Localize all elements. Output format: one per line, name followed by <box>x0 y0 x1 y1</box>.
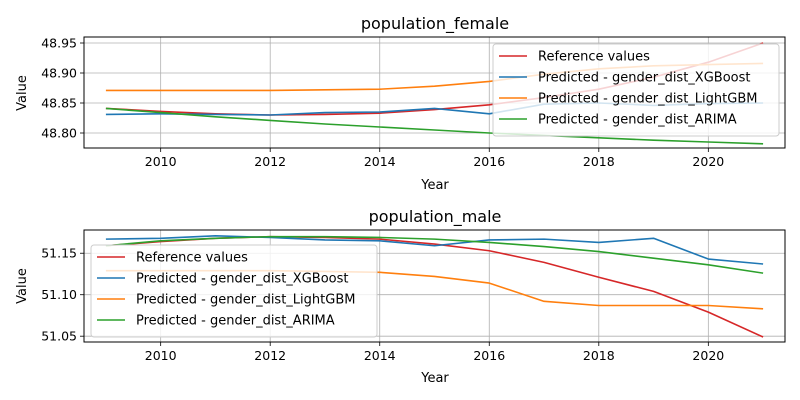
panel-male-legend-label: Predicted - gender_dist_ARIMA <box>136 314 335 329</box>
panel-female-legend-label: Predicted - gender_dist_ARIMA <box>538 113 737 128</box>
panel-female-ytick-label: 48.95 <box>41 36 77 51</box>
panel-male-xtick-label: 2020 <box>692 348 724 363</box>
panel-male-legend-label: Reference values <box>136 251 248 266</box>
panel-female-legend: Reference values Predicted - gender_dist_… <box>492 43 780 137</box>
panel-female-ytick-label: 48.85 <box>41 96 77 111</box>
panel-male-legend: Reference values Predicted - gender_dist_… <box>90 244 378 338</box>
panel-female: population_female 2010 2012 2014 2016 2018 20… <box>15 14 786 193</box>
panel-female-xtick-label: 2014 <box>364 154 396 169</box>
panel-male-legend-box <box>90 244 378 338</box>
panel-female-legend-label: Reference values <box>538 50 650 65</box>
panel-male-xtick-label: 2012 <box>254 348 286 363</box>
panel-female-legend-label: Predicted - gender_dist_LightGBM <box>538 92 757 107</box>
panel-female-legend-label: Predicted - gender_dist_XGBoost <box>538 71 750 86</box>
panel-female-ytick-label: 48.90 <box>41 66 77 81</box>
panel-male-series-line-1 <box>105 235 764 265</box>
panel-female-legend-box <box>492 43 780 137</box>
panel-male-title: population_male <box>369 207 502 227</box>
panel-male-legend-label: Predicted - gender_dist_LightGBM <box>136 293 355 308</box>
panel-male: population_male 2010 2012 2014 2016 2018 2020… <box>15 207 786 386</box>
panel-female-title: population_female <box>361 14 509 34</box>
panel-female-ytick-label: 48.80 <box>41 126 77 141</box>
panel-female-xtick-label: 2016 <box>473 154 505 169</box>
panel-male-legend-label: Predicted - gender_dist_XGBoost <box>136 272 348 287</box>
panel-male-xtick-label: 2018 <box>583 348 615 363</box>
panel-male-xtick-label: 2014 <box>364 348 396 363</box>
panel-female-ylabel: Value <box>15 75 30 111</box>
panel-female-frame <box>83 36 786 149</box>
panel-male-ytick-label: 51.10 <box>41 287 77 302</box>
panel-male-ylabel: Value <box>15 268 30 304</box>
panel-male-frame <box>83 229 786 343</box>
panel-male-ytick-label: 51.15 <box>41 246 77 261</box>
panel-male-xlabel: Year <box>420 371 449 386</box>
panel-female-xtick-label: 2020 <box>692 154 724 169</box>
panel-male-ytick-label: 51.05 <box>41 329 77 344</box>
panel-female-xlabel: Year <box>420 178 449 193</box>
panel-female-xtick-label: 2012 <box>254 154 286 169</box>
panel-female-xtick-label: 2010 <box>145 154 177 169</box>
panel-male-series-line-3 <box>105 235 764 274</box>
panel-female-series-line-3 <box>105 107 764 145</box>
panel-female-xtick-label: 2018 <box>583 154 615 169</box>
panel-male-xtick-label: 2010 <box>145 348 177 363</box>
panel-male-xtick-label: 2016 <box>473 348 505 363</box>
